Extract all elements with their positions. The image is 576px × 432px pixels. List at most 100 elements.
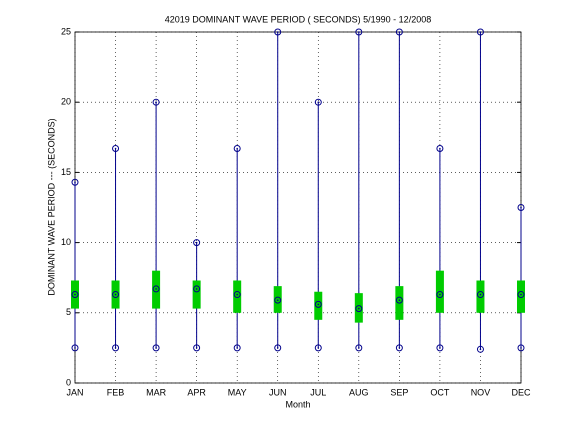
marker: [71, 178, 79, 186]
marker-dot: [358, 31, 360, 33]
x-axis-label: Month: [285, 399, 310, 409]
marker: [395, 28, 403, 36]
marker-dot: [74, 347, 76, 349]
box: [233, 280, 242, 313]
marker: [355, 28, 363, 36]
marker-dot: [520, 347, 522, 349]
marker-dot: [236, 347, 238, 349]
chart-title: 42019 DOMINANT WAVE PERIOD ( SECONDS) 5/…: [165, 14, 431, 24]
marker: [112, 344, 120, 352]
marker: [517, 204, 525, 211]
box: [192, 280, 201, 309]
y-tick-label: 0: [66, 377, 71, 387]
marker-dot: [317, 347, 320, 349]
marker: [274, 344, 282, 352]
marker: [476, 345, 484, 353]
marker: [436, 291, 444, 299]
marker-dot: [195, 241, 198, 244]
x-tick-label: FEB: [107, 387, 125, 397]
x-tick-label: JUN: [269, 387, 287, 397]
marker: [355, 344, 363, 352]
marker-dot: [520, 293, 522, 296]
marker-dot: [398, 299, 401, 301]
y-tick-label: 15: [61, 167, 71, 177]
x-tick-label: JUL: [310, 387, 326, 397]
marker: [233, 291, 241, 299]
marker-dot: [236, 147, 238, 150]
marker: [395, 296, 403, 304]
marker: [71, 291, 79, 299]
marker-dot: [276, 31, 279, 33]
marker: [233, 344, 241, 352]
marker-dot: [439, 347, 441, 349]
marker-dot: [114, 293, 117, 296]
marker: [314, 98, 322, 106]
marker: [314, 300, 322, 308]
marker: [152, 344, 160, 352]
marker: [112, 145, 120, 153]
marker: [436, 344, 444, 352]
marker-dot: [155, 288, 157, 290]
box: [476, 280, 485, 313]
box: [314, 291, 323, 320]
marker-dot: [155, 347, 157, 349]
x-tick-label: AUG: [349, 387, 369, 397]
marker-dot: [195, 347, 198, 349]
marker: [314, 344, 322, 352]
x-tick-label: MAR: [146, 387, 167, 397]
marker: [436, 145, 444, 153]
marker: [517, 344, 525, 352]
marker-dot: [317, 101, 320, 103]
x-tick-label: NOV: [471, 387, 491, 397]
marker: [517, 291, 525, 299]
marker-dot: [358, 347, 360, 349]
x-tick-label: MAY: [228, 387, 247, 397]
box: [517, 280, 525, 313]
marker-dot: [520, 206, 522, 209]
marker-dot: [74, 181, 76, 184]
y-tick-label: 25: [61, 26, 71, 36]
marker-dot: [114, 347, 117, 349]
marker-dot: [276, 299, 279, 301]
marker: [274, 296, 282, 304]
marker-dot: [195, 288, 198, 290]
y-tick-label: 20: [61, 97, 71, 107]
marker: [355, 305, 363, 313]
marker-dot: [317, 303, 320, 306]
marker: [193, 344, 201, 352]
marker: [395, 344, 403, 352]
marker-dot: [479, 348, 482, 351]
x-tick-label: APR: [187, 387, 206, 397]
marker-dot: [479, 31, 482, 33]
marker-dot: [398, 347, 401, 349]
y-tick-label: 10: [61, 237, 71, 247]
marker-dot: [155, 101, 157, 103]
marker-dot: [358, 307, 360, 310]
x-tick-label: JAN: [66, 387, 83, 397]
marker: [152, 285, 160, 293]
y-tick-label: 5: [66, 307, 71, 317]
marker-dot: [236, 293, 238, 296]
marker-dot: [439, 147, 441, 150]
marker-dot: [398, 31, 401, 33]
x-tick-label: SEP: [390, 387, 408, 397]
marker-dot: [74, 293, 76, 296]
marker: [193, 285, 201, 293]
marker-dot: [276, 347, 279, 349]
marker: [233, 145, 241, 153]
marker: [152, 98, 160, 106]
marker-dot: [439, 293, 441, 296]
marker: [476, 291, 484, 299]
marker-dot: [479, 293, 482, 296]
marker: [112, 291, 120, 299]
x-tick-label: DEC: [511, 387, 531, 397]
marker: [274, 28, 282, 36]
x-tick-label: OCT: [430, 387, 450, 397]
y-axis-label: DOMINANT WAVE PERIOD --- (SECONDS): [46, 118, 56, 295]
marker: [476, 28, 484, 36]
marker-dot: [114, 147, 117, 150]
marker: [193, 239, 201, 247]
marker: [71, 344, 79, 352]
